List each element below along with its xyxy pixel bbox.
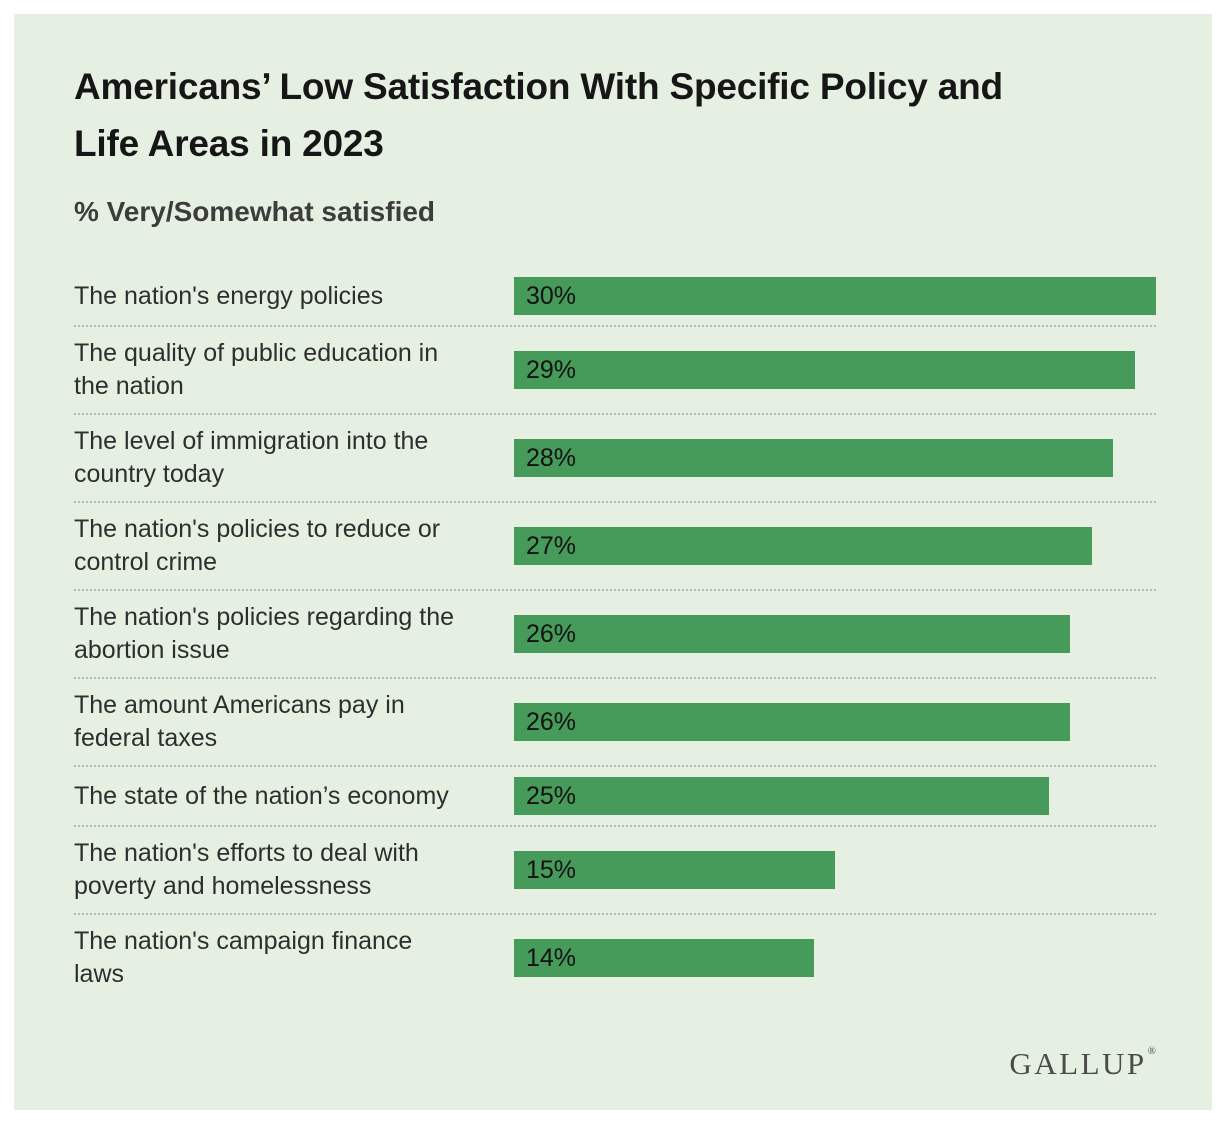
chart-row-crime-policies: The nation's policies to reduce or contr…: [74, 503, 1156, 591]
bar-track: 26%: [514, 615, 1156, 653]
category-label: The nation's campaign finance laws: [74, 927, 413, 988]
category-label: The nation's policies regarding the abor…: [74, 603, 455, 664]
gallup-logo: GALLUP®: [1009, 1045, 1156, 1082]
registered-trademark-icon: ®: [1147, 1045, 1156, 1057]
bar-track: 14%: [514, 939, 1156, 977]
bar-track: 25%: [514, 777, 1156, 815]
category-label: The state of the nation’s economy: [74, 781, 449, 810]
bar: 26%: [514, 703, 1071, 741]
category-label: The nation's efforts to deal with povert…: [74, 839, 419, 900]
gallup-logo-text: GALLUP: [1009, 1046, 1147, 1081]
bar-track: 28%: [514, 439, 1156, 477]
bar-value-label: 29%: [526, 355, 577, 384]
bar-value-label: 28%: [526, 443, 577, 472]
bar-value-label: 15%: [526, 855, 577, 884]
bar: 25%: [514, 777, 1049, 815]
chart-row-energy-policies: The nation's energy policies 30%: [74, 267, 1156, 327]
bar-value-label: 26%: [526, 619, 577, 648]
chart-row-public-education: The quality of public education in the n…: [74, 327, 1156, 415]
bar-track: 15%: [514, 851, 1156, 889]
bar-track: 26%: [514, 703, 1156, 741]
category-label: The level of immigration into the countr…: [74, 427, 429, 488]
bar-value-label: 26%: [526, 707, 577, 736]
bar-value-label: 14%: [526, 943, 577, 972]
chart-title: Americans’ Low Satisfaction With Specifi…: [74, 66, 1003, 164]
chart-row-poverty-homelessness: The nation's efforts to deal with povert…: [74, 827, 1156, 915]
bar-track: 30%: [514, 277, 1156, 315]
chart-row-immigration: The level of immigration into the countr…: [74, 415, 1156, 503]
category-label: The nation's energy policies: [74, 281, 384, 310]
bar: 29%: [514, 351, 1135, 389]
bar: 28%: [514, 439, 1114, 477]
bar-value-label: 30%: [526, 281, 577, 310]
chart-subtitle: % Very/Somewhat satisfied: [74, 196, 436, 227]
category-label: The nation's policies to reduce or contr…: [74, 515, 441, 576]
chart-footer: GALLUP®: [74, 1045, 1156, 1082]
bar-value-label: 27%: [526, 531, 577, 560]
bar-chart: The nation's energy policies 30% The qua…: [74, 267, 1156, 1001]
bar: 15%: [514, 851, 835, 889]
bar: 14%: [514, 939, 814, 977]
bar: 30%: [514, 277, 1156, 315]
bar-value-label: 25%: [526, 781, 577, 810]
chart-row-federal-taxes: The amount Americans pay in federal taxe…: [74, 679, 1156, 767]
chart-row-campaign-finance: The nation's campaign finance laws 14%: [74, 915, 1156, 1001]
bar-track: 27%: [514, 527, 1156, 565]
bar-track: 29%: [514, 351, 1156, 389]
chart-row-economy: The state of the nation’s economy 25%: [74, 767, 1156, 827]
category-label: The amount Americans pay in federal taxe…: [74, 691, 405, 752]
bar: 26%: [514, 615, 1071, 653]
category-label: The quality of public education in the n…: [74, 339, 439, 400]
chart-panel: Americans’ Low Satisfaction With Specifi…: [14, 14, 1212, 1110]
bar: 27%: [514, 527, 1092, 565]
chart-row-abortion-policies: The nation's policies regarding the abor…: [74, 591, 1156, 679]
